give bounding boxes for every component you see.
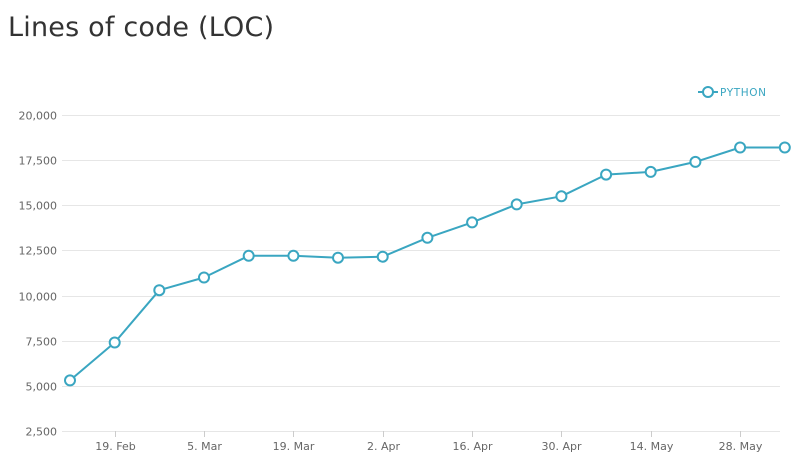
data-point[interactable]: [600, 168, 613, 181]
y-axis: 2,500 5,000 7,500 10,000 12,500 15,000 17,500 2…: [19, 110, 58, 439]
x-tick-label: 14. May: [630, 440, 674, 453]
data-point[interactable]: [64, 374, 76, 387]
data-point[interactable]: [734, 141, 747, 154]
x-tick-label: 30. Apr: [541, 440, 581, 453]
data-point[interactable]: [332, 251, 344, 264]
data-point[interactable]: [421, 231, 434, 244]
legend-circle-icon: [702, 86, 714, 98]
y-tick-label: 15,000: [19, 200, 58, 213]
data-point[interactable]: [778, 141, 791, 154]
x-tick-label: 2. Apr: [367, 440, 400, 453]
series-layer: [64, 141, 791, 387]
legend-label[interactable]: PYTHON: [720, 87, 767, 99]
data-point[interactable]: [466, 216, 479, 229]
x-tick-label: 5. Mar: [187, 440, 222, 453]
y-tick-label: 2,500: [26, 426, 58, 439]
data-point[interactable]: [510, 198, 523, 211]
grid-lines: [62, 115, 780, 432]
y-tick-label: 12,500: [19, 245, 58, 258]
y-tick-label: 17,500: [19, 155, 58, 168]
x-tick-label: 19. Feb: [95, 440, 135, 453]
series-line: [69, 146, 785, 382]
data-point[interactable]: [108, 336, 121, 349]
data-point[interactable]: [376, 250, 389, 263]
data-point[interactable]: [198, 271, 210, 284]
y-tick-label: 20,000: [19, 110, 58, 123]
y-tick-label: 10,000: [19, 291, 58, 304]
x-tick-label: 19. Mar: [273, 440, 315, 453]
y-tick-label: 7,500: [26, 336, 58, 349]
data-point[interactable]: [153, 284, 166, 297]
data-point[interactable]: [287, 249, 300, 262]
x-tick-label: 28. May: [719, 440, 763, 453]
legend[interactable]: PYTHON: [698, 86, 767, 99]
data-point[interactable]: [644, 165, 657, 178]
data-point[interactable]: [555, 190, 568, 203]
data-point[interactable]: [689, 155, 702, 168]
chart-title: Lines of code (LOC): [8, 12, 275, 43]
y-tick-label: 5,000: [26, 381, 58, 394]
x-tick-label: 16. Apr: [452, 440, 492, 453]
data-point[interactable]: [242, 249, 255, 262]
x-axis: 19. Feb 5. Mar 19. Mar 2. Apr 16. Apr 30. Apr…: [95, 431, 763, 453]
